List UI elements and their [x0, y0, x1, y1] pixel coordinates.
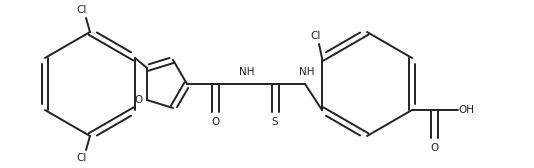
Text: O: O [430, 143, 438, 153]
Text: NH: NH [299, 67, 315, 77]
Text: OH: OH [458, 105, 474, 115]
Text: Cl: Cl [77, 5, 87, 15]
Text: S: S [272, 117, 278, 127]
Text: O: O [211, 117, 219, 127]
Text: Cl: Cl [77, 153, 87, 163]
Text: NH: NH [239, 67, 255, 77]
Text: Cl: Cl [311, 31, 321, 41]
Text: O: O [134, 95, 142, 105]
